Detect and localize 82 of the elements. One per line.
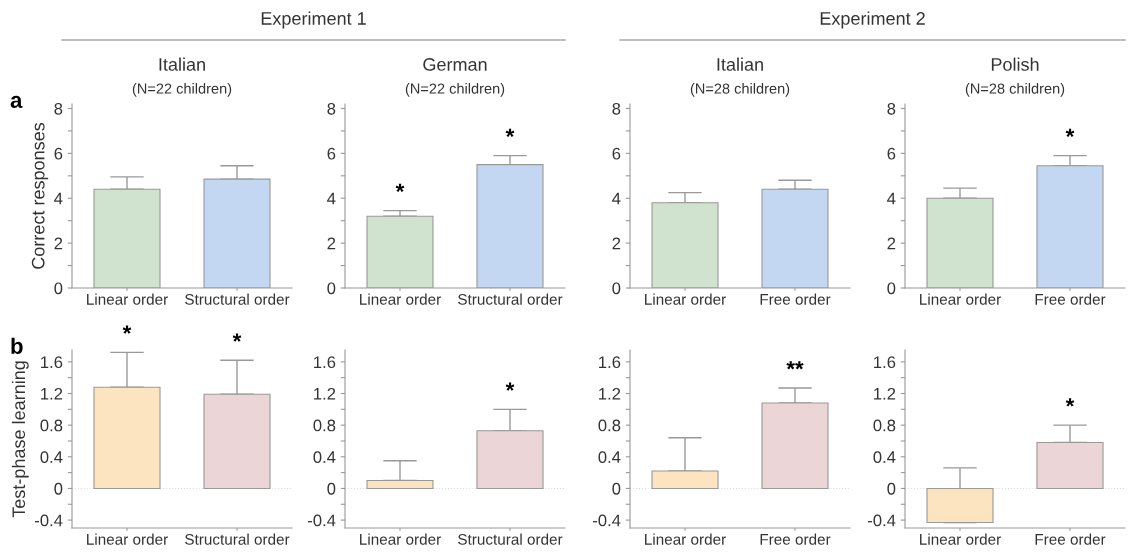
y-tick-label: 0 (612, 282, 621, 295)
x-tick-label: Linear order (360, 293, 441, 305)
y-tick-label: 0 (54, 282, 63, 295)
annotation: * (1065, 128, 1075, 138)
x-tick-label: Structural order (185, 293, 290, 305)
y-tick-label: 1.2 (41, 387, 63, 400)
y-axis-title: Test-phase learning (11, 361, 29, 518)
y-tick-label: 0.8 (40, 419, 63, 432)
x-tick-label: Free order (760, 293, 831, 305)
y-tick-label: 1.6 (874, 356, 896, 369)
y-tick-label: 1.2 (314, 387, 336, 400)
chart-title: Polish (991, 57, 1039, 71)
chart-title: Italian (159, 57, 205, 71)
annotation: * (122, 325, 132, 334)
text: Experiment 1 (261, 11, 366, 29)
y-tick-label: 0.8 (873, 419, 896, 432)
x-tick-label: Free order (760, 533, 831, 545)
chart-subtitle: (N=28 children) (690, 83, 790, 97)
x-tick-label: Linear order (360, 533, 441, 545)
y-tick-label: 1.2 (599, 387, 621, 400)
x-tick-label: Structural order (458, 533, 563, 545)
x-tick-label: Free order (1035, 293, 1106, 305)
y-tick-label: 8 (612, 102, 621, 115)
y-tick-label: -0.4 (868, 514, 896, 527)
chart-title: German (423, 58, 487, 71)
y-axis-title: Correct responses (31, 122, 49, 269)
y-tick-label: -0.4 (308, 514, 336, 527)
x-tick-label: Linear order (645, 293, 726, 305)
y-tick-label: 0 (887, 482, 896, 495)
y-tick-label: 0.4 (873, 451, 896, 463)
x-tick-label: Linear order (87, 293, 168, 305)
x-tick-label: Structural order (458, 293, 563, 305)
text: b (11, 337, 23, 354)
y-tick-label: 2 (887, 237, 896, 250)
chart-subtitle: (N=28 children) (965, 83, 1065, 97)
x-tick-label: Linear order (645, 533, 726, 545)
y-tick-label: 2 (327, 237, 336, 250)
y-tick-label: 0 (327, 482, 336, 495)
text: a (10, 95, 23, 108)
y-tick-label: -0.4 (35, 514, 63, 527)
y-tick-label: 4 (327, 192, 336, 205)
annotation: * (232, 333, 242, 342)
x-tick-label: Linear order (920, 293, 1001, 305)
annotation: ** (786, 361, 804, 370)
y-tick-label: 4 (612, 192, 621, 205)
x-tick-label: Linear order (87, 533, 168, 545)
y-tick-label: 0 (612, 482, 621, 495)
y-tick-label: 0.4 (313, 451, 336, 463)
x-tick-label: Structural order (185, 533, 290, 545)
y-tick-label: 0.4 (598, 451, 621, 463)
y-tick-label: 0.4 (40, 451, 63, 463)
y-tick-label: 1.6 (314, 356, 336, 369)
y-tick-label: 6 (54, 147, 63, 160)
chart-subtitle: (N=22 children) (132, 83, 232, 97)
annotation: * (1065, 398, 1075, 407)
y-tick-label: 1.6 (41, 356, 63, 369)
y-tick-label: 1.2 (874, 387, 896, 400)
y-tick-label: 0.8 (598, 419, 621, 432)
annotation: * (505, 382, 515, 391)
y-tick-label: 2 (612, 237, 621, 250)
y-tick-label: 0 (327, 282, 336, 295)
x-tick-label: Linear order (920, 533, 1001, 545)
chart-subtitle: (N=22 children) (405, 83, 505, 97)
y-tick-label: 4 (54, 192, 63, 205)
text: Experiment 2 (820, 11, 925, 29)
y-tick-label: 2 (54, 237, 63, 250)
y-tick-label: 0 (54, 482, 63, 495)
y-tick-label: 4 (887, 192, 896, 205)
y-tick-label: 8 (887, 102, 896, 115)
y-tick-label: 6 (327, 147, 336, 160)
y-tick-label: -0.4 (593, 514, 621, 527)
annotation: * (395, 183, 405, 193)
x-tick-label: Free order (1035, 533, 1106, 545)
y-tick-label: 1.6 (599, 356, 621, 369)
y-tick-label: 6 (887, 147, 896, 160)
y-tick-label: 8 (54, 102, 63, 115)
annotation: * (505, 128, 515, 138)
y-tick-label: 6 (612, 147, 621, 160)
y-tick-label: 0 (887, 282, 896, 295)
y-tick-label: 8 (327, 102, 336, 115)
y-tick-label: 0.8 (313, 419, 336, 432)
chart-title: Italian (717, 57, 763, 71)
